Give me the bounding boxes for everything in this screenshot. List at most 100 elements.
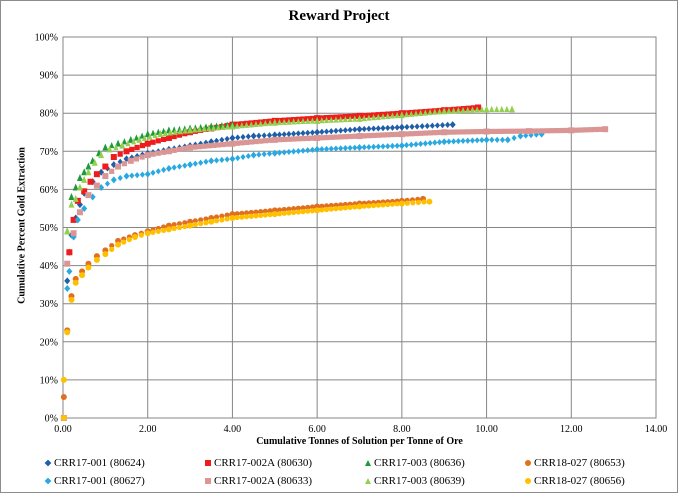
series-marker-fill: [563, 127, 570, 134]
series-marker-fill: [253, 138, 259, 145]
series-marker-fill: [182, 127, 188, 134]
series-marker-fill: [465, 137, 471, 144]
series-marker-fill: [176, 163, 183, 170]
series-marker-fill: [121, 161, 128, 167]
series-marker-fill: [549, 128, 556, 134]
series-marker-fill: [286, 118, 292, 125]
series-marker-fill: [160, 227, 167, 233]
data-point: [165, 226, 172, 233]
series-marker-fill: [385, 143, 391, 150]
series-marker-fill: [347, 115, 353, 122]
series-marker-fill: [419, 123, 425, 130]
series-marker-fill: [109, 242, 115, 249]
series-marker-fill: [323, 206, 330, 213]
data-point: [356, 203, 363, 210]
series-marker-fill: [333, 206, 339, 212]
series-marker-fill: [366, 203, 372, 209]
data-point: [504, 136, 511, 144]
series-marker-fill: [262, 138, 268, 144]
series-marker-fill: [139, 154, 145, 160]
legend-marker-icon: [365, 460, 371, 466]
data-point: [85, 264, 92, 271]
series-marker-fill: [276, 211, 283, 217]
x-tick-label: 0.00: [54, 424, 72, 435]
series-marker-fill: [182, 220, 188, 226]
series-marker-fill: [305, 129, 311, 136]
series-marker-fill: [389, 201, 396, 207]
series-marker-fill: [380, 202, 386, 208]
legend-marker-icon: [525, 460, 531, 466]
series-marker-fill: [211, 142, 217, 148]
series-marker-fill: [408, 131, 414, 137]
data-point: [64, 227, 71, 235]
series-marker-fill: [109, 168, 115, 174]
series-marker-fill: [366, 133, 372, 139]
series-marker-fill: [286, 148, 292, 156]
data-point: [76, 183, 83, 191]
series-marker-fill: [319, 135, 325, 141]
series-marker-fill: [342, 115, 348, 123]
series-marker-fill: [172, 128, 178, 135]
series-marker-fill: [403, 111, 410, 118]
series-marker-fill: [139, 171, 146, 178]
series-marker-fill: [239, 210, 245, 216]
series-marker-fill: [276, 131, 283, 138]
data-point: [93, 182, 100, 189]
series-marker-fill: [267, 211, 273, 218]
series-marker-fill: [258, 209, 264, 215]
data-point: [81, 168, 88, 176]
series-marker-fill: [413, 110, 419, 117]
data-point: [60, 415, 67, 421]
series-marker-fill: [347, 126, 353, 133]
series-marker-fill: [394, 131, 400, 137]
series-marker-fill: [162, 129, 168, 137]
data-point: [356, 125, 363, 133]
series-marker-fill: [160, 149, 167, 155]
series-marker-fill: [198, 159, 204, 166]
data-point: [76, 173, 83, 181]
series-marker-fill: [300, 130, 306, 137]
series-marker-fill: [155, 228, 161, 234]
series-marker-fill: [494, 105, 500, 112]
data-point: [229, 122, 236, 130]
series-marker-fill: [512, 128, 518, 134]
series-marker-fill: [380, 125, 386, 132]
series-marker-fill: [196, 125, 203, 133]
series-marker-fill: [333, 145, 339, 152]
series-marker-fill: [455, 138, 461, 145]
data-point: [475, 104, 482, 111]
series-marker-fill: [220, 141, 226, 148]
series-marker-fill: [261, 132, 267, 139]
legend-marker-icon: [525, 478, 531, 484]
data-point: [102, 163, 109, 170]
series-marker-fill: [305, 147, 311, 154]
series-marker-fill: [479, 106, 485, 113]
series-marker-fill: [182, 131, 188, 137]
data-point: [102, 251, 109, 258]
series-marker-fill: [380, 132, 386, 138]
series-marker-fill: [352, 115, 358, 122]
series-marker-fill: [389, 112, 396, 119]
series-marker-fill: [319, 146, 325, 153]
series-marker-fill: [385, 124, 391, 132]
series-marker-fill: [267, 208, 273, 214]
series-marker-fill: [323, 145, 330, 153]
series-marker-fill: [276, 149, 283, 156]
y-tick-label: 70%: [40, 147, 58, 158]
legend-item: CRR18-027 (80656): [525, 475, 625, 487]
series-marker-fill: [352, 204, 358, 210]
series-marker-fill: [389, 142, 396, 150]
series-marker-fill: [129, 172, 135, 179]
series-marker-fill: [117, 158, 123, 165]
data-point: [271, 149, 278, 157]
series-marker-fill: [253, 120, 259, 128]
series-marker-fill: [243, 210, 250, 216]
series-marker-fill: [319, 117, 325, 124]
series-marker-fill: [239, 140, 245, 146]
series-marker-fill: [375, 125, 381, 132]
data-point: [314, 207, 321, 214]
series-marker-fill: [258, 212, 264, 219]
data-point: [70, 216, 77, 223]
series-marker-fill: [239, 122, 245, 129]
